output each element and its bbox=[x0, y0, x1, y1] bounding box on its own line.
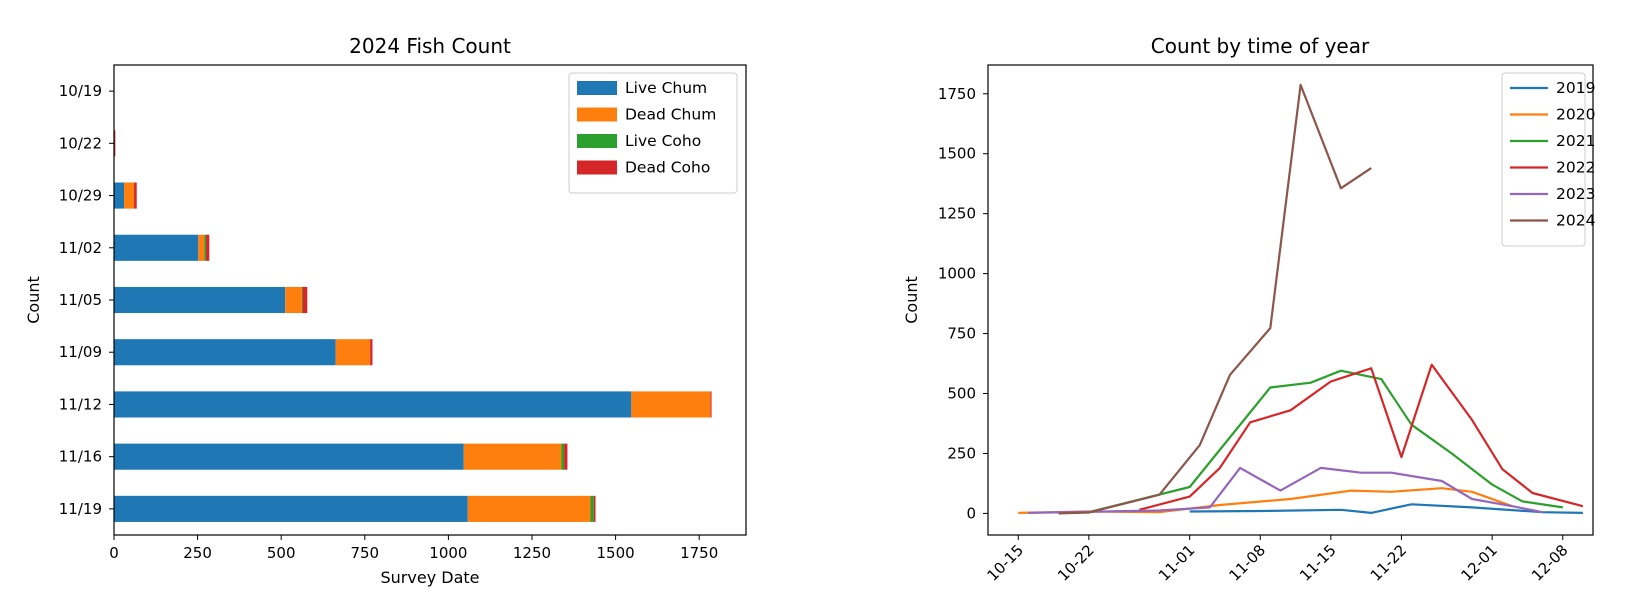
y-tick-label: 1250 bbox=[938, 205, 976, 223]
y-tick-label: 11/16 bbox=[59, 448, 102, 466]
y-tick-label: 1500 bbox=[938, 145, 976, 163]
bar-dead-chum-11-16 bbox=[463, 443, 562, 470]
bar-dead-coho-11-05 bbox=[302, 286, 308, 314]
line-chart-frame bbox=[987, 64, 1594, 536]
x-tick-label: 1250 bbox=[513, 544, 551, 562]
bar-chart: 2024 Fish Count 0 250 500 750 1000 1250 1500 17… bbox=[24, 34, 747, 587]
legend-label-live-chum: Live Chum bbox=[625, 79, 707, 97]
legend-label-2021: 2021 bbox=[1556, 132, 1595, 150]
line-chart-legend: 2019 2020 2021 2022 2023 2024 bbox=[1501, 72, 1595, 247]
y-tick-label: 250 bbox=[947, 444, 976, 462]
y-tick-label: 11/02 bbox=[59, 239, 102, 257]
bar-chart-x-ticks: 0 250 500 750 1000 1250 1500 1750 bbox=[109, 535, 718, 562]
bar-chart-frame bbox=[113, 64, 747, 536]
bar-dead-chum-11-19 bbox=[467, 495, 591, 522]
bar-live-chum-11-02 bbox=[114, 234, 199, 261]
bar-live-coho-11-16 bbox=[561, 443, 565, 470]
legend-label-2020: 2020 bbox=[1556, 106, 1595, 124]
bar-dead-chum-10-29 bbox=[124, 182, 135, 209]
y-tick-label: 11/19 bbox=[59, 500, 102, 518]
line-series-2021 bbox=[1088, 369, 1563, 514]
line-chart-lines bbox=[1018, 83, 1584, 515]
legend-label-dead-coho: Dead Coho bbox=[625, 159, 710, 177]
y-tick-label: 750 bbox=[947, 325, 976, 343]
legend-label-live-coho: Live Coho bbox=[625, 132, 701, 150]
bar-dead-chum-11-12 bbox=[631, 391, 711, 418]
y-tick-label: 10/29 bbox=[59, 187, 102, 205]
y-tick-label: 10/19 bbox=[59, 82, 102, 100]
bar-dead-coho-11-16 bbox=[564, 443, 568, 470]
legend-swatch-live-coho bbox=[577, 134, 617, 148]
bar-dead-coho-11-12 bbox=[710, 391, 712, 418]
bar-dead-coho-11-09 bbox=[370, 339, 373, 366]
bar-dead-chum-11-05 bbox=[285, 286, 302, 314]
bar-dead-coho-10-29 bbox=[134, 182, 137, 209]
x-tick-label: 250 bbox=[183, 544, 212, 562]
bar-live-chum-11-09 bbox=[114, 339, 336, 366]
y-tick-label: 11/05 bbox=[59, 291, 102, 309]
bar-chart-y-axis-label: Count bbox=[24, 276, 43, 324]
bar-live-coho-11-02 bbox=[204, 234, 206, 261]
y-tick-label: 11/12 bbox=[59, 395, 102, 413]
legend-box bbox=[1501, 72, 1586, 247]
legend-label-2023: 2023 bbox=[1556, 185, 1595, 203]
bar-live-chum-11-12 bbox=[114, 391, 632, 418]
x-tick-label: 750 bbox=[350, 544, 379, 562]
bar-chart-title: 2024 Fish Count bbox=[349, 34, 511, 58]
bar-live-coho-11-19 bbox=[590, 495, 594, 522]
legend-label-2024: 2024 bbox=[1556, 212, 1595, 230]
legend-label-2022: 2022 bbox=[1556, 159, 1595, 177]
bar-chart-bars bbox=[114, 130, 712, 522]
legend-swatch-live-chum bbox=[577, 81, 617, 95]
line-series-2024 bbox=[1058, 83, 1372, 515]
bar-dead-coho-10-22 bbox=[114, 130, 116, 157]
x-tick-label: 500 bbox=[267, 544, 296, 562]
bar-chart-legend: Live Chum Dead Chum Live Coho Dead Coho bbox=[568, 72, 738, 194]
legend-label-dead-chum: Dead Chum bbox=[625, 106, 716, 124]
line-series-2023 bbox=[1028, 466, 1543, 514]
x-tick-label: 0 bbox=[109, 544, 119, 562]
line-chart-y-ticks: 0 250 500 750 1000 1250 1500 1750 bbox=[938, 85, 988, 522]
bar-live-chum-11-19 bbox=[114, 495, 468, 522]
bar-chart-x-axis-label: Survey Date bbox=[381, 568, 480, 587]
bar-live-chum-11-05 bbox=[114, 286, 286, 314]
bar-dead-coho-11-02 bbox=[205, 234, 210, 261]
y-tick-label: 11/09 bbox=[59, 343, 102, 361]
bar-live-coho-11-05 bbox=[301, 286, 303, 314]
bar-dead-chum-11-09 bbox=[335, 339, 371, 366]
legend-label-2019: 2019 bbox=[1556, 79, 1595, 97]
bar-dead-coho-11-19 bbox=[593, 495, 596, 522]
line-chart-title: Count by time of year bbox=[1151, 34, 1370, 58]
y-tick-label: 1750 bbox=[938, 85, 976, 103]
bar-live-chum-11-16 bbox=[114, 443, 464, 470]
x-tick-label: 1000 bbox=[429, 544, 467, 562]
line-chart-y-axis-label: Count bbox=[902, 276, 921, 324]
line-series-2022 bbox=[1139, 363, 1584, 511]
x-tick-label: 1750 bbox=[680, 544, 718, 562]
legend-swatch-dead-chum bbox=[577, 107, 617, 122]
y-tick-label: 10/22 bbox=[59, 134, 102, 152]
y-tick-label: 0 bbox=[966, 504, 976, 522]
y-tick-label: 500 bbox=[947, 385, 976, 403]
bar-dead-chum-11-02 bbox=[198, 234, 205, 261]
y-tick-label: 1000 bbox=[938, 265, 976, 283]
bar-live-chum-10-29 bbox=[114, 182, 125, 209]
x-tick-label: 1500 bbox=[596, 544, 634, 562]
legend-swatch-dead-coho bbox=[577, 160, 617, 175]
line-series-2019 bbox=[1189, 503, 1583, 515]
bar-chart-y-ticks: 10/19 10/22 10/29 11/02 11/05 11/09 11/12 11/16… bbox=[59, 82, 114, 518]
